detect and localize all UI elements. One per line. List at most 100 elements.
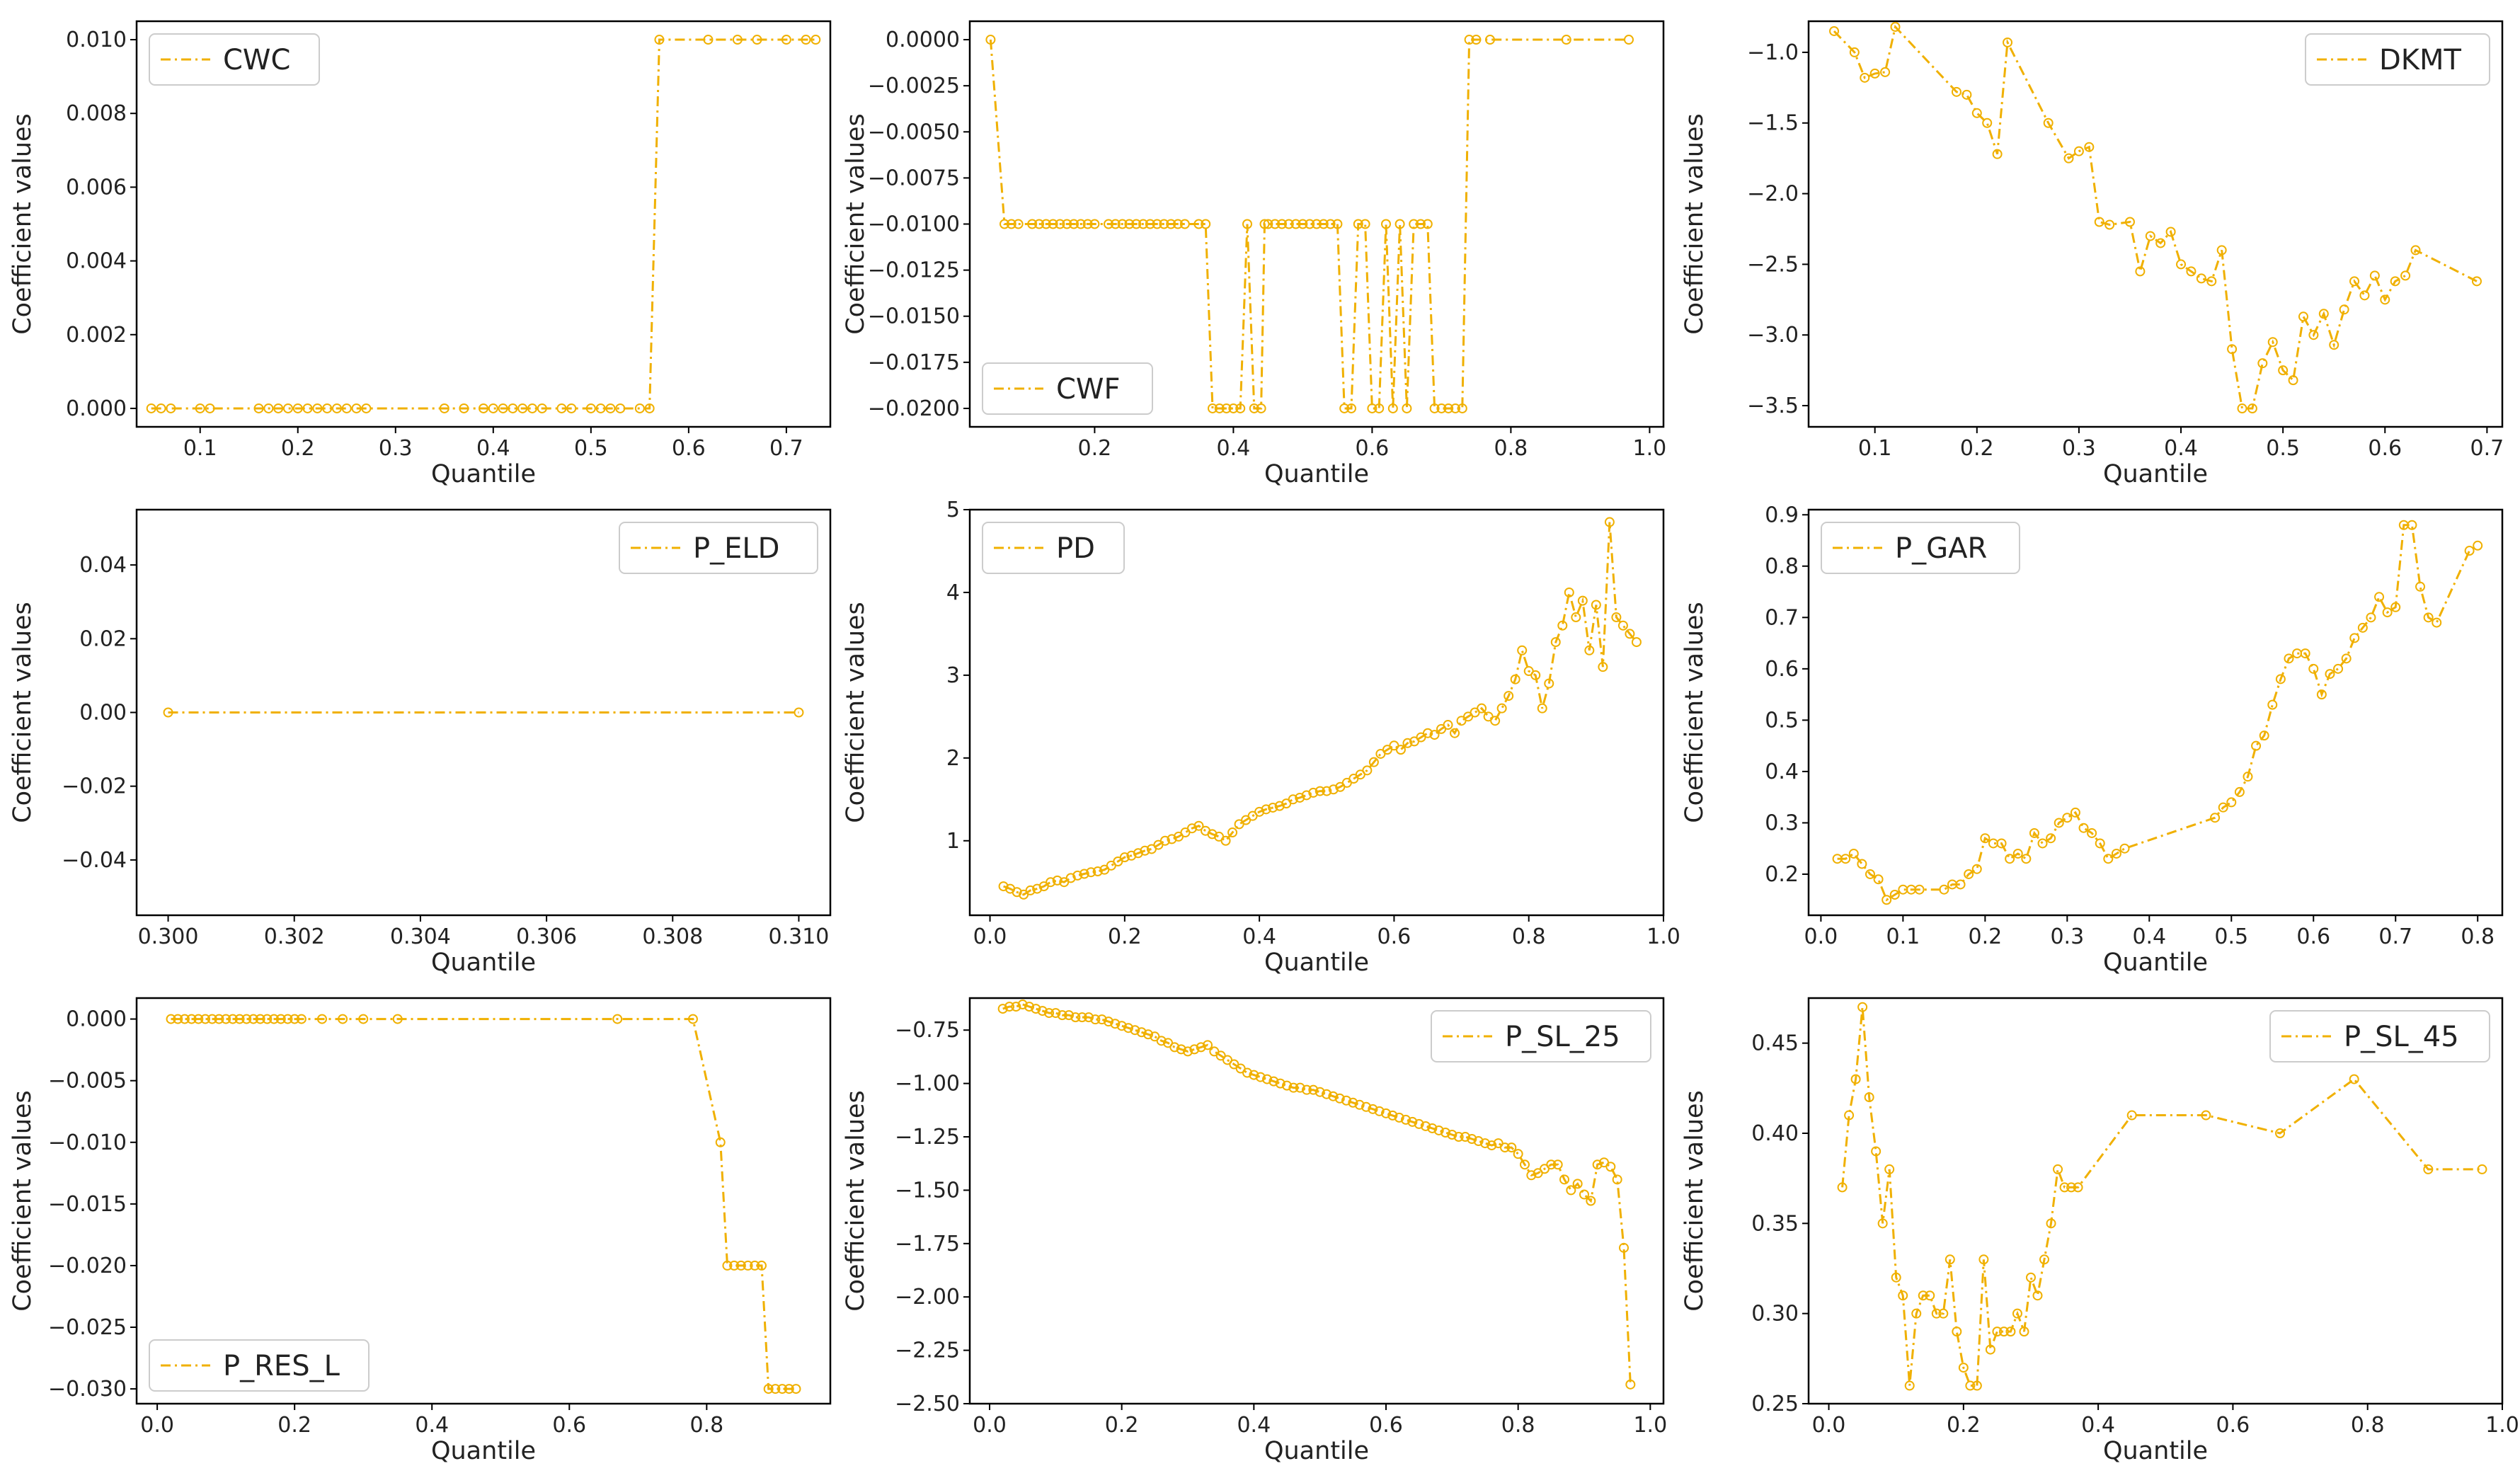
data-point bbox=[498, 403, 508, 413]
y-axis-label: Coefficient values bbox=[1680, 113, 1709, 335]
x-tick-label: 0.2 bbox=[1105, 1413, 1139, 1438]
legend-label: CWF bbox=[1056, 373, 1121, 406]
data-point bbox=[2119, 843, 2130, 854]
data-point bbox=[331, 403, 342, 413]
y-tick-label: −0.0200 bbox=[868, 396, 960, 421]
data-point bbox=[1288, 794, 1298, 805]
y-axis-label: Coefficient values bbox=[8, 602, 37, 823]
series-line bbox=[1837, 524, 2478, 902]
data-point bbox=[2349, 1074, 2359, 1084]
x-tick-label: 0.6 bbox=[1356, 436, 1390, 461]
legend-label: DKMT bbox=[2379, 44, 2462, 76]
data-point bbox=[1104, 219, 1113, 229]
data-point bbox=[2059, 1182, 2070, 1193]
x-axis-label: Quantile bbox=[1264, 1437, 1369, 1465]
y-tick-label: −3.5 bbox=[1747, 394, 1799, 418]
data-point bbox=[253, 403, 264, 413]
y-tick-label: 0.2 bbox=[1765, 862, 1799, 887]
y-tick-label: −0.0025 bbox=[868, 74, 960, 98]
data-point bbox=[1044, 1008, 1054, 1019]
data-point bbox=[1487, 1140, 1497, 1151]
data-point bbox=[1249, 1070, 1259, 1080]
data-point bbox=[1322, 1089, 1331, 1099]
data-point bbox=[1255, 1072, 1266, 1082]
data-point bbox=[1849, 47, 1860, 57]
x-tick-label: 0.8 bbox=[2351, 1413, 2385, 1438]
data-point bbox=[269, 1014, 280, 1024]
plot-frame bbox=[968, 997, 1665, 1405]
data-point bbox=[163, 707, 173, 718]
chart-panel-cwf: 0.2 0.4 0.6 0.8 1.0 0.0000 −0.0025 −0.0050 −0.00… bbox=[842, 20, 1666, 488]
data-point bbox=[2135, 266, 2146, 277]
data-point bbox=[2216, 245, 2227, 256]
data-point bbox=[2415, 581, 2426, 592]
data-point bbox=[2227, 344, 2238, 355]
y-axis-label: Coefficient values bbox=[842, 602, 870, 823]
y-tick-label: 5 bbox=[946, 498, 960, 522]
x-tick-label: 0.7 bbox=[769, 436, 803, 461]
data-point bbox=[1295, 792, 1305, 803]
x-axis-label: Quantile bbox=[431, 460, 536, 488]
data-point bbox=[2084, 142, 2095, 152]
data-point bbox=[2259, 731, 2269, 741]
data-point bbox=[1402, 403, 1412, 413]
x-axis-label: Quantile bbox=[1264, 949, 1369, 977]
data-point bbox=[2267, 699, 2278, 710]
data-point bbox=[1283, 219, 1294, 229]
data-point bbox=[2210, 813, 2221, 823]
x-tick-label: 0.0 bbox=[1804, 924, 1838, 949]
legend-label: P_SL_45 bbox=[2344, 1021, 2459, 1053]
data-point bbox=[341, 403, 352, 413]
data-point bbox=[1354, 1099, 1365, 1110]
data-point bbox=[1931, 1308, 1942, 1319]
data-point bbox=[1592, 1159, 1603, 1170]
y-tick-label: 0.000 bbox=[66, 396, 127, 421]
y-tick-label: 0.40 bbox=[1751, 1121, 1799, 1146]
data-point bbox=[1062, 219, 1072, 229]
data-point bbox=[1450, 403, 1460, 413]
data-point bbox=[2369, 270, 2380, 281]
data-point bbox=[1032, 883, 1043, 894]
data-point bbox=[255, 1014, 265, 1024]
data-point bbox=[1537, 703, 1547, 714]
y-tick-label: 0.0000 bbox=[886, 28, 960, 52]
data-point bbox=[1918, 1290, 1928, 1301]
data-point bbox=[2078, 823, 2089, 833]
y-axis-label: Coefficient values bbox=[1680, 602, 1709, 823]
data-point bbox=[2357, 622, 2368, 633]
data-point bbox=[1179, 219, 1190, 229]
x-tick-label: 0.2 bbox=[277, 1413, 311, 1438]
data-point bbox=[2039, 1254, 2050, 1265]
data-point bbox=[2063, 153, 2074, 164]
data-point bbox=[508, 403, 518, 413]
y-tick-label: 1 bbox=[946, 829, 960, 854]
x-tick-label: 0.2 bbox=[1078, 436, 1112, 461]
y-tick-label: −0.0125 bbox=[868, 258, 960, 283]
data-point bbox=[1328, 1091, 1339, 1101]
data-point bbox=[703, 35, 714, 45]
data-point bbox=[1189, 1044, 1200, 1055]
data-point bbox=[1429, 403, 1440, 413]
data-point bbox=[1441, 1127, 1450, 1138]
data-point bbox=[612, 1014, 623, 1024]
x-tick-label: 0.5 bbox=[2266, 436, 2300, 461]
data-point bbox=[2407, 520, 2417, 530]
y-axis-label: Coefficient values bbox=[842, 1090, 870, 1312]
legend: DKMT bbox=[2305, 33, 2490, 86]
y-tick-label: −2.00 bbox=[895, 1285, 960, 1310]
data-point bbox=[2019, 1327, 2029, 1337]
data-point bbox=[1857, 859, 1867, 869]
chart-panel-p-eld: 0.300 0.302 0.304 0.306 0.308 0.310 0.04 0.02 0.… bbox=[8, 508, 832, 977]
data-point bbox=[1557, 620, 1568, 631]
data-point bbox=[1298, 219, 1308, 229]
data-point bbox=[282, 1014, 293, 1024]
data-point bbox=[2021, 854, 2032, 864]
data-point bbox=[1332, 219, 1343, 229]
data-point bbox=[1167, 834, 1177, 844]
data-point bbox=[537, 403, 547, 413]
data-point bbox=[1055, 219, 1065, 229]
data-point bbox=[1339, 403, 1350, 413]
data-point bbox=[2043, 118, 2054, 128]
data-point bbox=[193, 1014, 204, 1024]
data-point bbox=[1869, 68, 1880, 79]
